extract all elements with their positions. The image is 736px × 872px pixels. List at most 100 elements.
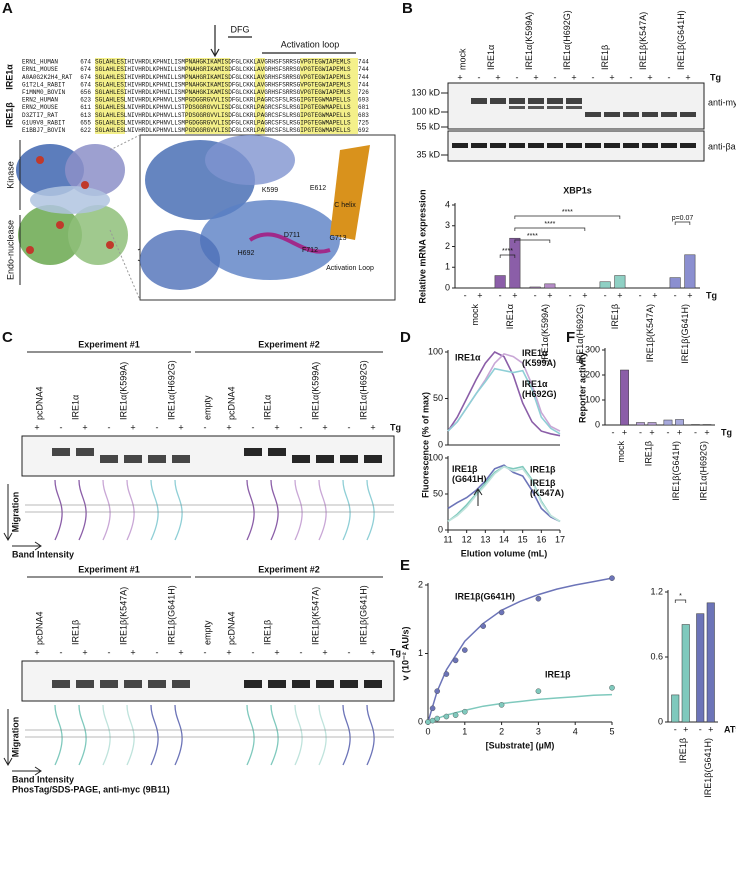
treatment: -: [674, 290, 677, 300]
intensity-trace: [366, 704, 375, 766]
intensity-trace: [102, 479, 111, 541]
treatment: +: [647, 72, 652, 82]
bar: [544, 283, 556, 289]
treatment: -: [108, 422, 111, 432]
treatment: +: [34, 647, 39, 657]
residue-label: H692: [238, 250, 255, 257]
lane-label: IRE1β(K547A): [310, 587, 320, 645]
treatment: +: [130, 647, 135, 657]
treatment: +: [457, 72, 462, 82]
point: [452, 657, 459, 664]
x-tick-label: IRE1β: [644, 441, 654, 466]
panel-letter: E: [400, 557, 410, 574]
bar: [663, 419, 673, 426]
protein-surface: [140, 230, 220, 290]
point: [461, 647, 468, 653]
treatment: +: [34, 422, 39, 432]
lane-label: pcDNA4: [226, 386, 236, 420]
lane-label: IRE1β(G641H): [358, 585, 368, 645]
structure: [56, 221, 64, 229]
band: [364, 455, 382, 463]
seq-end: 725: [358, 119, 369, 126]
seq-name: G1T2L4_RABIT: [22, 81, 66, 88]
line: [447, 465, 561, 523]
treatment-label: Tg: [390, 647, 401, 657]
point: [429, 705, 436, 712]
y-axis-label: Relative mRNA expression: [417, 189, 427, 303]
seq-end: 744: [358, 81, 369, 88]
band: [52, 680, 70, 688]
treatment: -: [60, 647, 63, 657]
band: [471, 143, 487, 148]
band: [604, 143, 620, 148]
axis-label: Band Intensity: [12, 549, 74, 559]
band: [100, 455, 118, 463]
significance-bracket: [674, 599, 687, 603]
lane-label: IRE1β: [262, 620, 272, 645]
treatment: +: [226, 647, 231, 657]
treatment: -: [639, 290, 642, 300]
point: [425, 719, 431, 725]
band: [528, 106, 544, 109]
protein-surface: [200, 200, 340, 280]
caption: PhosTag/SDS-PAGE, anti-myc (9B11): [12, 784, 170, 794]
y-tick-label: 200: [585, 369, 600, 379]
seq-start: 656: [80, 89, 91, 96]
arrow: [3, 709, 13, 767]
treatment: +: [533, 72, 538, 82]
treatment: -: [252, 422, 255, 432]
band: [547, 143, 563, 148]
x-tick-label: 16: [536, 534, 546, 544]
y-tick-label: 50: [433, 393, 443, 403]
band: [490, 98, 506, 104]
y-tick-label: 0: [438, 524, 443, 534]
lane-label: IRE1β: [70, 620, 80, 645]
x-axis-label: Elution volume (mL): [461, 548, 548, 558]
domain-label: Kinase: [5, 161, 15, 189]
treatment: -: [674, 724, 677, 734]
x-tick-label: IRE1β(G641H): [703, 738, 713, 798]
y-axis-label: Reporter activity: [577, 352, 587, 423]
isoform-label: IRE1α: [4, 64, 14, 90]
size-marker: 55 kD: [416, 121, 440, 131]
significance: ****: [502, 248, 513, 255]
treatment: +: [677, 427, 682, 437]
treatment: +: [370, 422, 375, 432]
structure: [16, 144, 84, 196]
arrow: [210, 25, 220, 58]
lane-label: IRE1α(K599A): [310, 362, 320, 420]
band: [547, 106, 563, 109]
x-tick-label: 17: [555, 534, 565, 544]
intensity-trace: [342, 704, 351, 766]
band: [76, 680, 94, 688]
treatment: -: [668, 72, 671, 82]
seq-start: 622: [80, 127, 91, 134]
y-tick-label: 1: [418, 648, 423, 658]
arrow: [12, 766, 42, 776]
treatment: -: [300, 422, 303, 432]
band: [452, 143, 468, 148]
point: [443, 713, 450, 720]
band: [585, 112, 601, 117]
x-tick-label: 1: [462, 726, 467, 736]
intensity-trace: [126, 479, 135, 541]
seq-name: ERN2_HUMAN: [22, 97, 58, 104]
y-tick-label: 0: [438, 439, 443, 449]
band: [316, 455, 334, 463]
lane-label: empty: [202, 395, 212, 420]
treatment: +: [477, 290, 482, 300]
bar: [702, 424, 712, 426]
band: [148, 680, 166, 688]
lane-label: IRE1β(G641H): [676, 10, 686, 70]
x-tick-label: 12: [462, 534, 472, 544]
y-tick-label: 1.2: [650, 586, 663, 596]
lane-label: IRE1α(H692G): [358, 360, 368, 420]
band: [642, 112, 658, 117]
seq-start: 674: [80, 74, 91, 81]
treatment: +: [582, 290, 587, 300]
seq-name: D3ZTI7_RAT: [22, 112, 58, 119]
intensity-trace: [78, 704, 87, 766]
x-tick-label: 11: [443, 534, 452, 544]
band: [680, 112, 696, 117]
arrow: [473, 488, 483, 506]
